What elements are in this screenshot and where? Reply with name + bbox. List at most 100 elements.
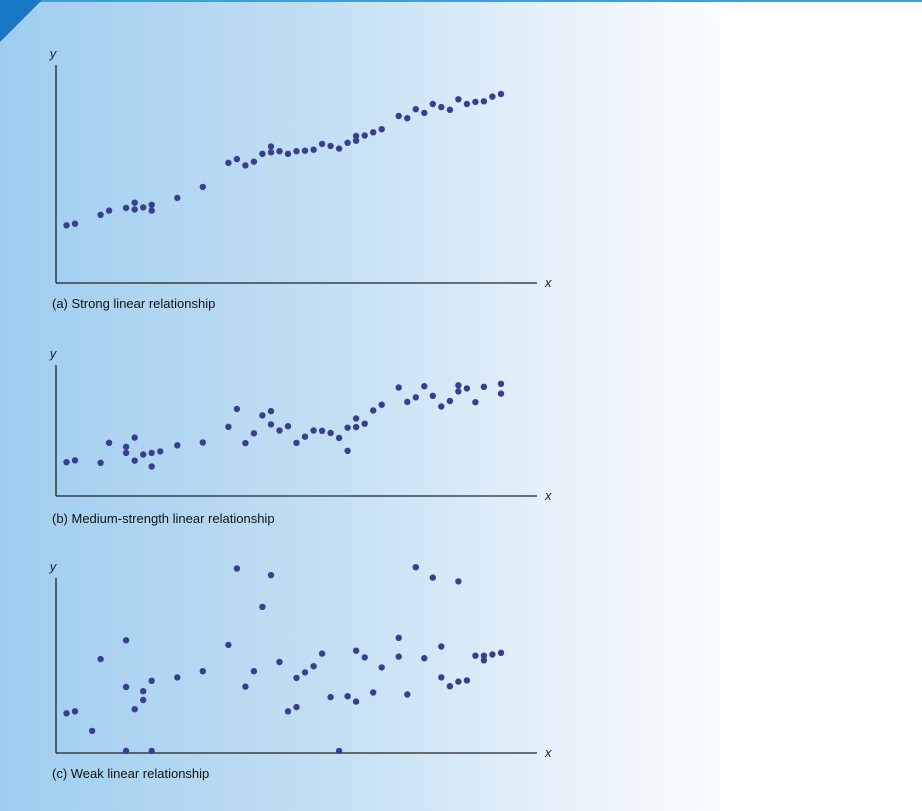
data-point: [395, 653, 402, 660]
data-point: [361, 654, 368, 661]
data-point: [276, 427, 283, 434]
data-point: [361, 420, 368, 427]
data-point: [105, 439, 113, 446]
data-point: [352, 423, 360, 431]
data-point: [140, 204, 147, 211]
data-point: [148, 201, 155, 208]
data-point: [395, 112, 402, 120]
data-point: [71, 708, 79, 715]
data-point: [463, 100, 471, 108]
data-point: [480, 657, 488, 664]
data-point: [225, 423, 232, 430]
data-point: [225, 641, 232, 649]
data-point: [140, 688, 147, 695]
data-point: [395, 634, 402, 641]
data-point: [352, 132, 360, 140]
data-point: [429, 392, 436, 399]
data-point: [438, 643, 445, 650]
data-point: [352, 647, 360, 654]
data-point: [310, 663, 317, 670]
data-point: [395, 384, 402, 391]
data-point: [455, 96, 462, 103]
data-point: [412, 106, 419, 113]
data-point: [131, 706, 138, 713]
data-point: [318, 427, 326, 434]
data-point: [97, 459, 104, 466]
data-point: [412, 564, 419, 571]
data-point: [157, 448, 164, 455]
data-point: [293, 148, 300, 155]
data-point: [404, 691, 411, 698]
data-point: [446, 683, 454, 690]
data-point: [327, 142, 334, 150]
data-point: [148, 747, 155, 755]
data-point: [122, 204, 130, 212]
data-point: [122, 747, 130, 755]
panel-b: xy: [49, 346, 552, 503]
top-border-rule: [0, 0, 922, 2]
data-point: [259, 603, 266, 611]
data-point: [480, 383, 488, 390]
data-point: [259, 412, 266, 419]
data-point: [148, 463, 155, 470]
data-point: [352, 137, 360, 144]
data-point: [335, 145, 343, 152]
data-point: [88, 727, 96, 735]
data-point: [455, 678, 462, 685]
data-point: [318, 140, 326, 148]
data-point: [344, 693, 351, 700]
data-point: [378, 664, 385, 671]
data-point: [233, 155, 241, 163]
data-point: [225, 159, 232, 166]
data-point: [497, 649, 505, 656]
data-point: [174, 442, 181, 449]
data-point: [344, 447, 351, 454]
data-point: [122, 443, 130, 450]
data-point: [421, 383, 428, 390]
data-point: [463, 677, 471, 684]
data-point: [267, 421, 275, 428]
data-point: [148, 449, 155, 457]
data-point: [174, 194, 181, 202]
x-axis-label-b: x: [544, 488, 552, 503]
data-point: [489, 93, 496, 100]
data-point: [293, 439, 300, 446]
data-point: [404, 115, 411, 122]
data-point: [412, 394, 419, 401]
data-point: [421, 655, 428, 662]
data-point: [199, 668, 206, 675]
data-point: [472, 652, 479, 659]
data-point: [378, 126, 385, 133]
data-point: [242, 162, 249, 169]
data-point: [63, 710, 70, 717]
data-point: [404, 398, 411, 406]
data-point: [140, 696, 147, 704]
data-point: [63, 222, 70, 229]
caption-c: (c) Weak linear relationship: [52, 766, 210, 781]
data-point: [301, 433, 309, 440]
data-point: [438, 103, 445, 111]
data-point: [455, 388, 462, 395]
data-point: [199, 183, 206, 191]
data-point: [497, 380, 505, 387]
data-point: [455, 382, 462, 389]
data-point: [131, 199, 138, 206]
data-point: [284, 423, 292, 430]
data-point: [344, 424, 351, 431]
corner-triangle: [0, 0, 42, 42]
data-point: [122, 637, 130, 644]
data-point: [480, 652, 488, 659]
data-point: [97, 655, 104, 663]
data-point: [250, 158, 258, 165]
data-point: [199, 439, 206, 446]
data-point: [370, 689, 377, 696]
x-axis-label-a: x: [544, 275, 552, 290]
data-point: [250, 668, 258, 675]
data-point: [242, 439, 249, 447]
data-point: [497, 390, 505, 397]
data-point: [370, 407, 377, 414]
y-axis-label-a: y: [49, 46, 58, 61]
data-point: [318, 650, 326, 657]
data-point: [429, 574, 436, 581]
data-point: [310, 427, 317, 434]
